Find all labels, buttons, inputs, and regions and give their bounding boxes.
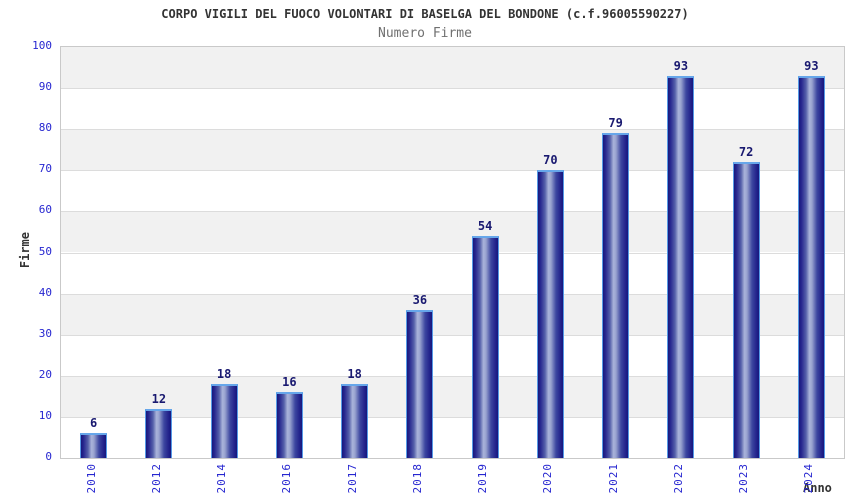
gridline (61, 293, 844, 295)
y-tick-label: 80 (38, 121, 52, 135)
y-tick-label: 20 (38, 367, 52, 381)
bar-value-label: 70 (543, 153, 558, 168)
gridline (61, 129, 844, 131)
bar-value-label: 12 (151, 391, 167, 406)
bar-value-label: 54 (477, 219, 493, 234)
background-band (61, 416, 844, 458)
bar-2023 (732, 162, 760, 458)
x-tick-label: 2012 (149, 463, 163, 494)
bar-2022 (667, 75, 695, 458)
bar-value-label: 6 (90, 416, 98, 431)
background-band (61, 170, 844, 212)
x-axis-title: Anno (803, 481, 832, 495)
y-tick-label: 10 (38, 408, 52, 422)
bar-2010 (80, 433, 108, 458)
bar-value-label: 36 (412, 293, 428, 308)
bar-value-label: 93 (673, 58, 689, 73)
background-band (61, 375, 844, 417)
bar-value-label: 16 (282, 375, 297, 390)
y-tick-label: 100 (32, 39, 52, 52)
bar-2017 (341, 384, 369, 458)
background-band (61, 129, 844, 171)
x-tick-label: 2017 (345, 463, 359, 494)
y-tick-label: 50 (38, 244, 52, 258)
x-tick-label: 2010 (84, 463, 98, 494)
gridline (61, 211, 844, 213)
x-tick-label: 2020 (541, 463, 555, 494)
bar-value-label: 18 (347, 367, 362, 382)
x-tick-label: 2016 (280, 463, 294, 494)
bar-2024 (797, 75, 825, 458)
bar-2021 (602, 133, 630, 458)
bar-2014 (210, 384, 238, 458)
gridline (61, 88, 844, 90)
y-tick-label: 40 (38, 285, 52, 299)
bar-value-label: 93 (804, 58, 819, 73)
y-tick-label: 0 (45, 450, 52, 463)
gridline (61, 252, 844, 254)
bar-2019 (471, 236, 499, 458)
background-band (61, 211, 844, 253)
bar-value-label: 79 (608, 116, 623, 131)
x-tick-label: 2014 (215, 463, 229, 494)
gridline (61, 375, 844, 377)
x-tick-label: 2024 (802, 463, 816, 494)
y-tick-label: 70 (38, 162, 52, 176)
y-tick-label: 90 (38, 80, 52, 94)
gridline (61, 416, 844, 418)
bar-value-label: 72 (738, 145, 754, 160)
y-tick-label: 30 (38, 326, 52, 340)
background-band (61, 252, 844, 294)
chart-subtitle: Numero Firme (378, 26, 472, 41)
background-band (61, 293, 844, 335)
bar-2016 (275, 392, 303, 458)
bar-2012 (145, 408, 173, 458)
plot-area: 6 12 18 16 18 36 54 70 79 93 72 93 (60, 46, 845, 459)
x-tick-label: 2021 (606, 463, 620, 494)
x-tick-label: 2022 (671, 463, 685, 494)
bar-2018 (406, 310, 434, 458)
x-tick-label: 2019 (476, 463, 490, 494)
background-band (61, 47, 844, 89)
bar-value-label: 18 (216, 367, 232, 382)
x-tick-label: 2018 (410, 463, 424, 494)
bar-2020 (536, 170, 564, 458)
gridline (61, 334, 844, 336)
chart-title: CORPO VIGILI DEL FUOCO VOLONTARI DI BASE… (161, 7, 689, 21)
background-band (61, 88, 844, 130)
background-band (61, 334, 844, 376)
gridline (61, 170, 844, 172)
y-tick-label: 60 (38, 203, 52, 217)
x-tick-label: 2023 (737, 463, 751, 494)
